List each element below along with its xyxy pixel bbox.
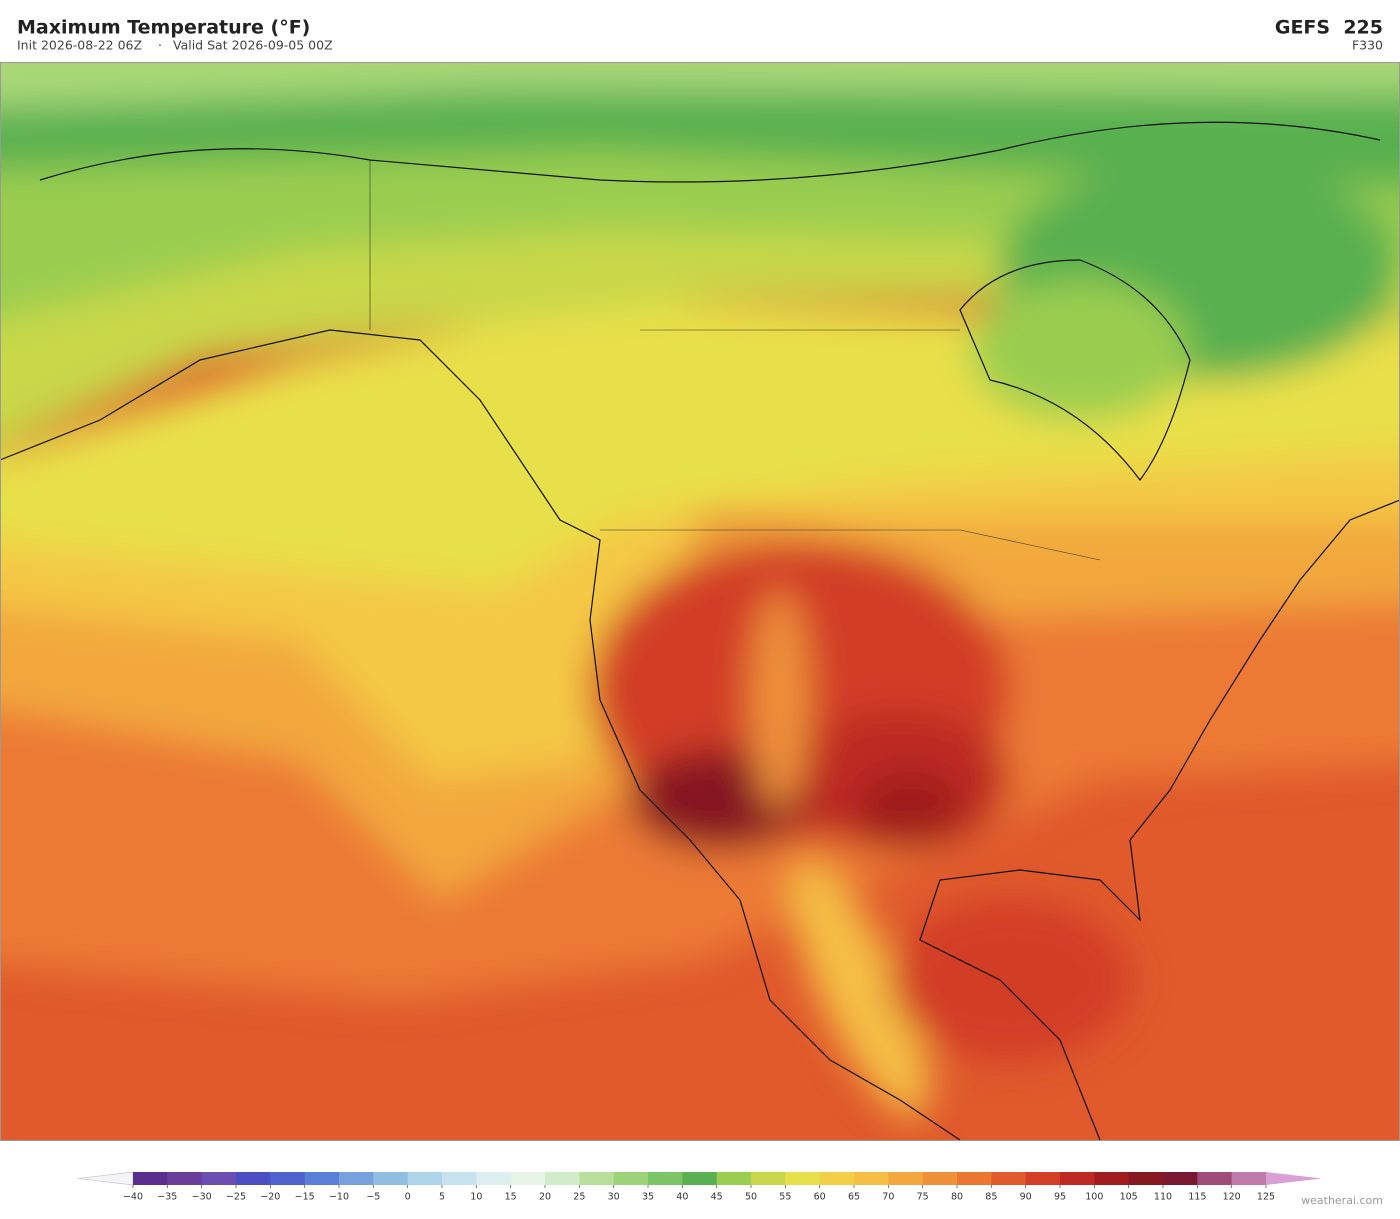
model-label: GEFS 225 [1275, 17, 1383, 39]
colorbar-segment [648, 1172, 683, 1185]
colorbar-tick-label: 105 [1120, 1192, 1138, 1203]
colorbar-tick-label: 100 [1085, 1192, 1103, 1203]
colorbar-tick-label: −25 [226, 1192, 246, 1203]
colorbar-tick-label: 110 [1154, 1192, 1172, 1203]
colorbar-extend-low [77, 1171, 134, 1186]
colorbar-tick-label: 40 [676, 1192, 688, 1203]
colorbar-segment [167, 1172, 203, 1185]
colorbar-tick-label: −40 [123, 1192, 143, 1203]
colorbar-tick-label: −5 [366, 1192, 380, 1203]
colorbar-tick-label: 60 [814, 1192, 826, 1203]
colorbar-segment [922, 1172, 958, 1185]
colorbar-segment [991, 1172, 1027, 1185]
colorbar-segment [304, 1172, 340, 1185]
separator: · [158, 38, 162, 53]
colorbar-tick-label: 20 [539, 1192, 551, 1203]
borders [369, 160, 1101, 561]
colorbar-tick-label: 70 [882, 1192, 894, 1203]
colorbar-segment [510, 1172, 546, 1185]
colorbar-tick-label: −35 [157, 1192, 177, 1203]
colorbar-tick-label: 90 [1020, 1192, 1032, 1203]
colorbar-tick-label: 45 [711, 1192, 723, 1203]
colorbar-segment [1231, 1172, 1267, 1185]
colorbar-tick-label: 80 [951, 1192, 963, 1203]
colorbar-tick-label: 35 [642, 1192, 654, 1203]
colorbar-segment [888, 1172, 924, 1185]
colorbar-segment [1060, 1172, 1095, 1185]
colorbar-tick-label: 50 [745, 1192, 757, 1203]
valid-time: Valid Sat 2026-09-05 00Z [173, 38, 333, 53]
colorbar-segment [613, 1172, 649, 1185]
colorbar-segment [201, 1172, 237, 1185]
colorbar-tick-label: 125 [1257, 1192, 1275, 1203]
colorbar-segment [133, 1172, 168, 1185]
colorbar-segment [785, 1172, 821, 1185]
colorbar-segment [854, 1172, 889, 1185]
colorbar-tick-label: 95 [1054, 1192, 1066, 1203]
colorbar-tick-label: 75 [917, 1192, 929, 1203]
colorbar-segment [1094, 1172, 1130, 1185]
colorbar-segment [579, 1172, 615, 1185]
forecast-hour: F330 [1352, 38, 1383, 53]
colorbar-tick-label: 115 [1188, 1192, 1206, 1203]
colorbar-tick-label: 15 [505, 1192, 517, 1203]
colorbar-tick-label: 85 [985, 1192, 997, 1203]
colorbar-tick-label: 120 [1223, 1192, 1241, 1203]
map [0, 62, 1400, 1140]
colorbar-segment [1128, 1172, 1164, 1185]
colorbar-segment [751, 1172, 786, 1185]
colorbar: −40 −35 −30 −25 −20 −15 −10 −5 0 5 10 15 20 25 30 35 40 4… [77, 1171, 1322, 1203]
colorbar-extend-high [1266, 1172, 1322, 1185]
colorbar-segment [819, 1172, 855, 1185]
title: Maximum Temperature (°F) [17, 17, 310, 39]
colorbar-tick-label: 25 [573, 1192, 585, 1203]
colorbar-tick-label: −15 [295, 1192, 315, 1203]
colorbar-tick-label: 5 [439, 1192, 445, 1203]
colorbar-tick-label: −10 [329, 1192, 349, 1203]
colorbar-segment [1197, 1172, 1233, 1185]
colorbar-segment [236, 1172, 271, 1185]
colorbar-tick-label: 30 [608, 1192, 620, 1203]
credit: weatherai.com [1301, 1194, 1383, 1207]
colorbar-tick-label: 65 [848, 1192, 860, 1203]
colorbar-segment [1163, 1172, 1198, 1185]
colorbar-segment [957, 1172, 992, 1185]
colorbar-tick-label: −30 [192, 1192, 212, 1203]
init-time: Init 2026-08-22 06Z [17, 38, 142, 53]
coastline [0, 121, 1400, 1140]
colorbar-tick-label: 10 [470, 1192, 482, 1203]
colorbar-tick-label: 55 [779, 1192, 791, 1203]
colorbar-tick-label: −20 [260, 1192, 280, 1203]
colorbar-segment [1025, 1172, 1061, 1185]
colorbar-tick-label: 0 [405, 1192, 411, 1203]
colorbar-segment [407, 1172, 443, 1185]
colorbar-segment [545, 1172, 580, 1185]
colorbar-segment [476, 1172, 512, 1185]
colorbar-segment [373, 1172, 409, 1185]
colorbar-segment [442, 1172, 477, 1185]
colorbar-segment [339, 1172, 374, 1185]
colorbar-segment [716, 1172, 752, 1185]
colorbar-segment [270, 1172, 306, 1185]
colorbar-segment [682, 1172, 718, 1185]
